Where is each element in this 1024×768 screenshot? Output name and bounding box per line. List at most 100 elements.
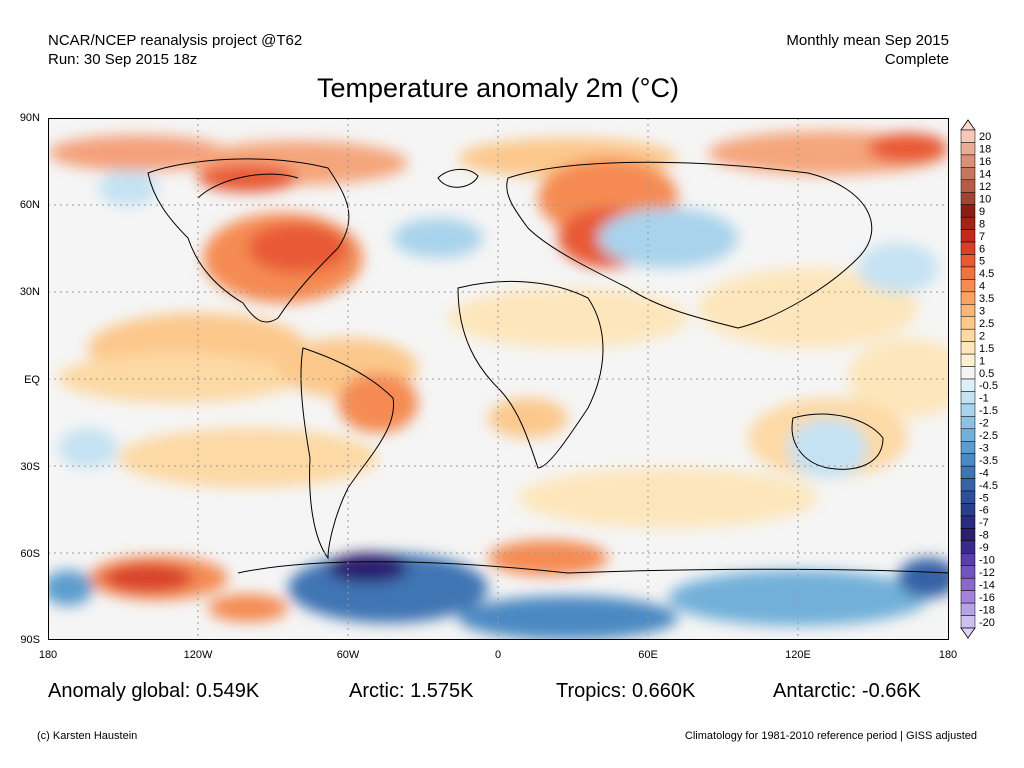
colorbar-swatch — [960, 441, 976, 454]
ytick-60n: 60N — [19, 199, 40, 211]
colorbar-label: -2 — [979, 418, 989, 430]
colorbar-label: -4 — [979, 467, 989, 479]
colorbar-label: -6 — [979, 505, 989, 517]
colorbar-swatch — [960, 565, 976, 579]
coastlines — [147, 158, 950, 574]
colorbar-swatch — [960, 316, 976, 330]
colorbar-label: 10 — [979, 193, 991, 205]
colorbar-swatch — [960, 540, 976, 554]
colorbar-label: -1.5 — [979, 405, 998, 417]
colorbar-label: -14 — [979, 579, 995, 591]
colorbar-label: -10 — [979, 555, 995, 567]
colorbar-label: 14 — [979, 169, 991, 181]
stat-tropics: Tropics: 0.660K — [556, 680, 696, 702]
colorbar-swatch — [960, 142, 976, 156]
colorbar-swatch — [960, 241, 976, 255]
colorbar-swatch — [960, 378, 976, 392]
colorbar-swatch — [960, 179, 976, 193]
stat-antarctic: Antarctic: -0.66K — [773, 680, 921, 702]
colorbar-swatch — [960, 602, 976, 616]
colorbar-swatch — [960, 503, 976, 517]
anomaly-map-svg — [43, 118, 968, 640]
colorbar-swatch — [960, 478, 976, 492]
colorbar-swatch — [960, 291, 976, 305]
stat-arctic: Arctic: 1.575K — [349, 680, 474, 702]
colorbar-top-arrow — [960, 119, 976, 131]
colorbar-label: 3.5 — [979, 293, 994, 305]
colorbar-swatch — [960, 129, 976, 143]
colorbar-label: 4.5 — [979, 268, 994, 280]
colorbar-swatch — [960, 515, 976, 529]
ytick-30n: 30N — [19, 286, 40, 298]
colorbar-swatch — [960, 254, 976, 268]
header-left: NCAR/NCEP reanalysis project @T62 Run: 3… — [48, 31, 302, 69]
xtick-120e: 120E — [785, 649, 811, 661]
colorbar-swatch — [960, 341, 976, 355]
credit-text: (c) Karsten Haustein — [37, 730, 138, 742]
colorbar-swatch — [960, 229, 976, 243]
colorbar-swatch — [960, 353, 976, 367]
colorbar: 20 18 16 14 12 10 9 8 7 6 5 4.5 4 3.5 3 2.5 2 1.5 1 0.5 -0.5… — [958, 118, 1018, 640]
gridlines — [48, 118, 949, 640]
colorbar-swatch — [960, 428, 976, 442]
map-frame — [48, 118, 949, 640]
colorbar-label: -20 — [979, 617, 995, 629]
colorbar-label: 2.5 — [979, 318, 994, 330]
colorbar-swatch — [960, 590, 976, 604]
colorbar-label: 6 — [979, 243, 985, 255]
period-label: Monthly mean Sep 2015 — [786, 32, 949, 49]
xtick-180w: 180 — [38, 649, 58, 661]
colorbar-label: -7 — [979, 517, 989, 529]
climatology-note: Climatology for 1981-2010 reference peri… — [684, 730, 977, 742]
colorbar-label: -3.5 — [979, 455, 998, 467]
colorbar-swatch — [960, 465, 976, 479]
colorbar-label: -9 — [979, 542, 989, 554]
colorbar-bottom-arrow — [960, 627, 976, 639]
colorbar-swatch — [960, 490, 976, 504]
colorbar-swatch — [960, 167, 976, 181]
colorbar-swatch — [960, 403, 976, 417]
anomaly-field — [43, 131, 968, 640]
model-label: NCAR/NCEP reanalysis project @T62 — [48, 32, 303, 49]
colorbar-swatch — [960, 304, 976, 318]
colorbar-swatch — [960, 266, 976, 280]
ytick-30s: 30S — [20, 461, 40, 473]
xtick-60e: 60E — [638, 649, 658, 661]
xtick-0: 0 — [494, 649, 502, 661]
colorbar-label: 3 — [979, 306, 985, 318]
colorbar-label: 2 — [979, 330, 985, 342]
colorbar-label: 4 — [979, 281, 985, 293]
colorbar-label: 5 — [979, 256, 985, 268]
colorbar-swatch — [960, 154, 976, 168]
colorbar-swatch — [960, 528, 976, 542]
colorbar-label: 0.5 — [979, 368, 994, 380]
colorbar-label: 1 — [979, 355, 985, 367]
stat-global: Anomaly global: 0.549K — [48, 680, 260, 702]
colorbar-swatch — [960, 216, 976, 230]
header-right: Monthly mean Sep 2015 Complete — [786, 31, 949, 69]
colorbar-label: 18 — [979, 144, 991, 156]
colorbar-swatch — [960, 328, 976, 342]
colorbar-swatch — [960, 192, 976, 205]
colorbar-label: -2.5 — [979, 430, 998, 442]
colorbar-swatch — [960, 391, 976, 405]
anomaly-map — [43, 118, 968, 640]
colorbar-label: 9 — [979, 206, 985, 218]
colorbar-label: 7 — [979, 231, 985, 243]
colorbar-swatch — [960, 453, 976, 467]
colorbar-label: -1 — [979, 393, 989, 405]
colorbar-label: -18 — [979, 604, 995, 616]
colorbar-label: -5 — [979, 492, 989, 504]
ytick-eq: EQ — [24, 374, 40, 386]
colorbar-svg: 201816141210987654.543.532.521.510.5-0.5… — [960, 119, 998, 639]
run-label: Run: 30 Sep 2015 18z — [48, 51, 198, 68]
colorbar-label: 20 — [979, 131, 991, 143]
colorbar-swatch — [960, 615, 976, 629]
ytick-90s: 90S — [20, 634, 40, 646]
xtick-120w: 120W — [183, 649, 213, 661]
colorbar-swatch — [960, 204, 976, 218]
colorbar-swatch — [960, 553, 976, 566]
colorbar-label: -0.5 — [979, 380, 998, 392]
colorbar-label: -4.5 — [979, 480, 998, 492]
colorbar-swatch — [960, 279, 976, 293]
